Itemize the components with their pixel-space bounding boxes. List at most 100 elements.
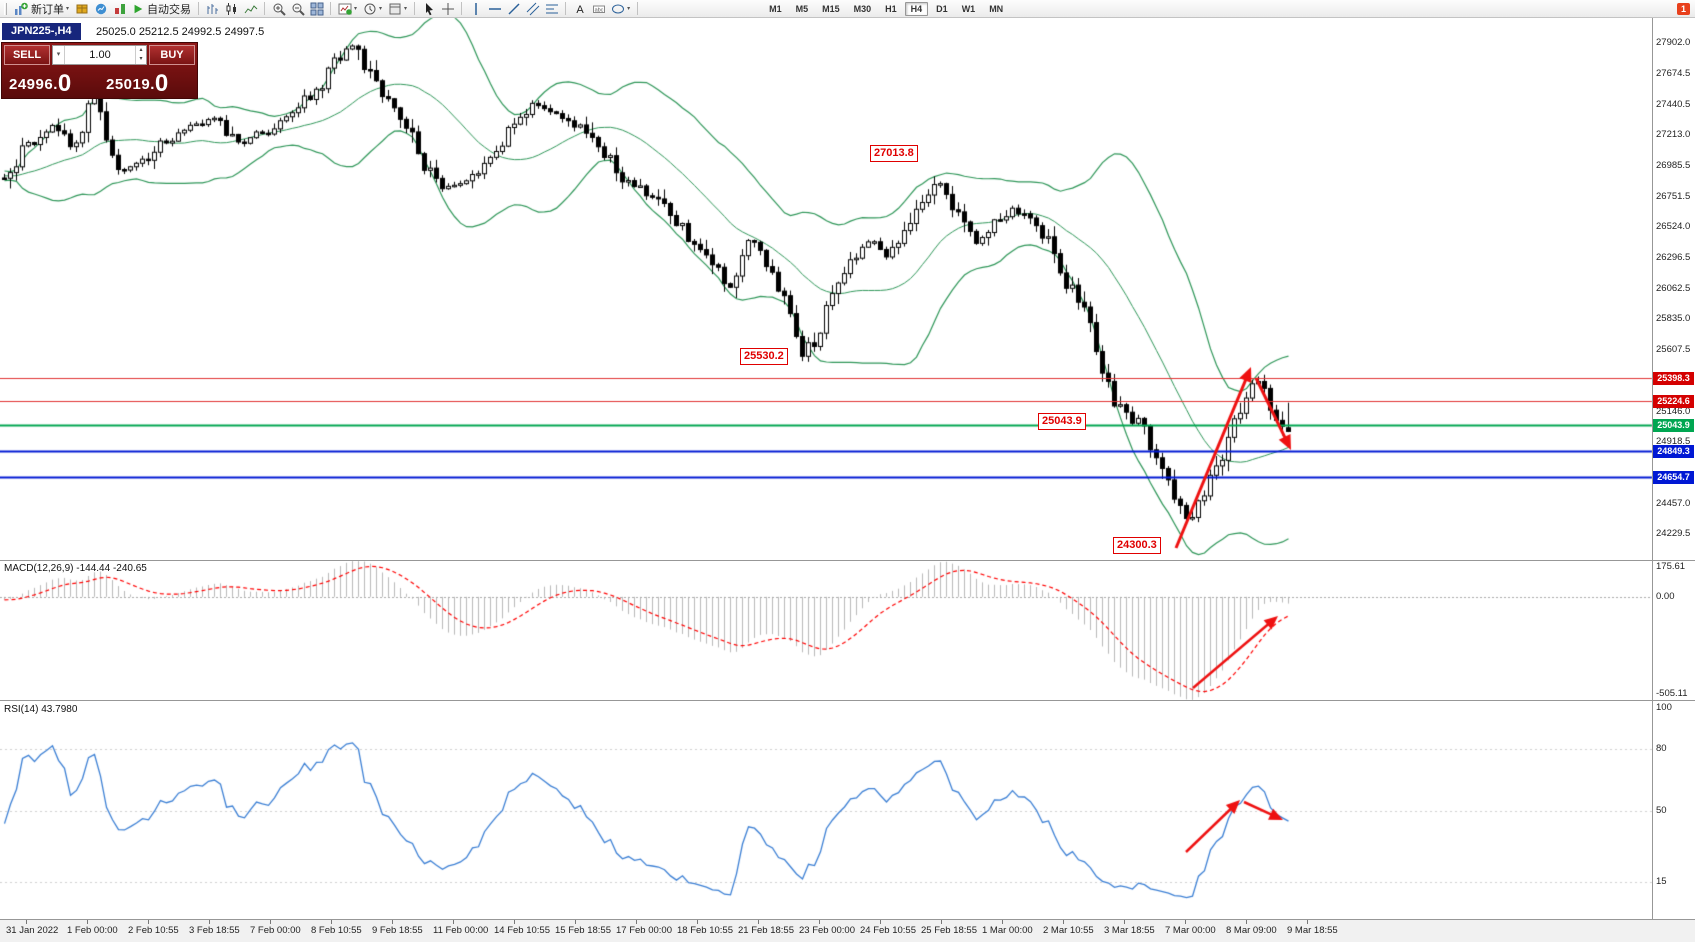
price-annotation[interactable]: 25043.9 [1038,413,1086,430]
text-icon: A [576,4,584,16]
timeframe-button-m15[interactable]: M15 [822,3,840,14]
buy-button[interactable]: BUY [149,45,195,65]
time-axis-tick [941,920,942,924]
time-axis-label: 25 Feb 18:55 [921,925,977,936]
signals-icon [114,3,125,14]
rsi-axis-label: 15 [1656,876,1667,888]
chevron-down-icon: ▾ [354,6,358,12]
price-axis[interactable] [1653,18,1695,920]
price-level-tag[interactable]: 25398.3 [1653,372,1694,385]
symbol-tab[interactable]: JPN225-,H4 [2,23,81,40]
chevron-down-icon[interactable]: ▾ [53,46,65,64]
time-axis-label: 9 Mar 18:55 [1287,925,1338,936]
price-axis-label: 26296.5 [1656,251,1691,263]
line-chart-button[interactable] [241,1,260,17]
panel-divider-macd-rsi[interactable] [0,700,1695,701]
price-level-tag[interactable]: 25043.9 [1653,419,1694,432]
timeframe-button-m30[interactable]: M30 [853,3,872,14]
time-axis-label: 2 Feb 10:55 [128,925,179,936]
rsi-axis-label: 50 [1656,804,1667,816]
sell-label: SELL [12,49,42,61]
cursor-button[interactable] [419,1,438,17]
rsi-axis-label: 100 [1656,702,1672,713]
time-axis-label: 11 Feb 00:00 [433,925,489,936]
time-axis-tick [1307,920,1308,924]
period-button[interactable]: ▾ [360,1,385,17]
templates-icon [389,3,401,14]
indicators-icon [338,3,352,15]
timeframe-button-h4[interactable]: H4 [904,1,929,16]
sell-price-main: 24996. [9,76,58,93]
fibonacci-button[interactable] [542,1,561,17]
chevron-down-icon: ▾ [627,6,631,12]
period-icon [364,3,376,14]
volume-spinner[interactable]: ▴ ▾ [135,46,146,64]
timeframe-button-d1[interactable]: D1 [936,3,948,14]
price-axis-label: 26062.5 [1656,283,1691,295]
price-annotation[interactable]: 24300.3 [1113,537,1161,554]
tile-windows-button[interactable] [307,1,326,17]
buy-price-main: 25019. [106,76,155,93]
horizontal-line-button[interactable] [485,1,504,17]
vertical-line-button[interactable] [466,1,485,17]
zoom-out-button[interactable] [288,1,307,17]
indicators-button[interactable]: ▾ [335,1,360,17]
price-level-tag[interactable]: 24654.7 [1653,471,1694,484]
vertical-line-icon [474,2,477,15]
notification-badge[interactable]: 1 [1677,3,1690,15]
sell-price[interactable]: 24996.0 [9,72,72,96]
shapes-button[interactable]: ▾ [608,1,633,17]
timeframe-button-h1[interactable]: H1 [885,3,897,14]
crosshair-button[interactable] [438,1,457,17]
time-axis-label: 8 Mar 09:00 [1226,925,1277,936]
price-axis-label: 27902.0 [1656,37,1691,49]
auto-trading-button[interactable]: 自动交易 [129,1,194,17]
price-axis-label: 25835.0 [1656,313,1691,325]
price-annotation[interactable]: 27013.8 [870,145,918,162]
toolbar-grip[interactable] [4,2,7,15]
channel-button[interactable] [523,1,542,17]
signals-button[interactable] [110,1,129,17]
sell-button[interactable]: SELL [4,45,50,65]
sell-price-big-digit: 0 [57,70,72,97]
templates-button[interactable]: ▾ [385,1,410,17]
time-axis[interactable] [0,920,1695,942]
price-level-tag[interactable]: 24849.3 [1653,445,1694,458]
label-button[interactable]: abc [589,1,608,17]
package-button[interactable] [72,1,91,17]
ohlc-readout: 25025.0 25212.5 24992.5 24997.5 [96,26,265,38]
spin-up-icon[interactable]: ▴ [139,47,143,53]
timeframe-button-m5[interactable]: M5 [795,3,809,14]
toolbar: 新订单 ▾ 自动交易 [0,0,1695,18]
new-order-button[interactable]: 新订单 ▾ [11,1,72,17]
trendline-button[interactable] [504,1,523,17]
zoom-out-icon [292,3,305,16]
zoom-in-button[interactable] [269,1,288,17]
price-annotation[interactable]: 25530.2 [740,348,788,365]
bar-chart-button[interactable] [203,1,222,17]
timeframe-button-w1[interactable]: W1 [961,3,976,14]
autotrade-play-icon [134,4,143,13]
new-order-icon [15,2,28,15]
price-level-tag[interactable]: 25224.6 [1653,395,1694,408]
candlestick-chart-button[interactable] [222,1,241,17]
chevron-down-icon: ▾ [404,6,408,12]
price-axis-label: 24918.5 [1656,435,1691,447]
time-axis-label: 23 Feb 00:00 [799,925,855,936]
time-axis-label: 2 Mar 10:55 [1043,925,1094,936]
market-button[interactable] [91,1,110,17]
time-axis-tick [880,920,881,924]
time-axis-label: 7 Feb 00:00 [250,925,301,936]
buy-price[interactable]: 25019.0 [106,72,169,96]
volume-input[interactable]: ▾ 1.00 ▴ ▾ [52,45,147,65]
panel-divider-main-macd[interactable] [0,560,1695,561]
timeframe-button-mn[interactable]: MN [989,3,1004,14]
spin-down-icon[interactable]: ▾ [139,56,143,62]
chevron-down-icon: ▾ [379,6,383,12]
timeframe-button-m1[interactable]: M1 [769,3,782,14]
auto-trading-label: 自动交易 [147,3,192,16]
text-button[interactable]: A [570,1,589,17]
time-axis-tick [1063,920,1064,924]
